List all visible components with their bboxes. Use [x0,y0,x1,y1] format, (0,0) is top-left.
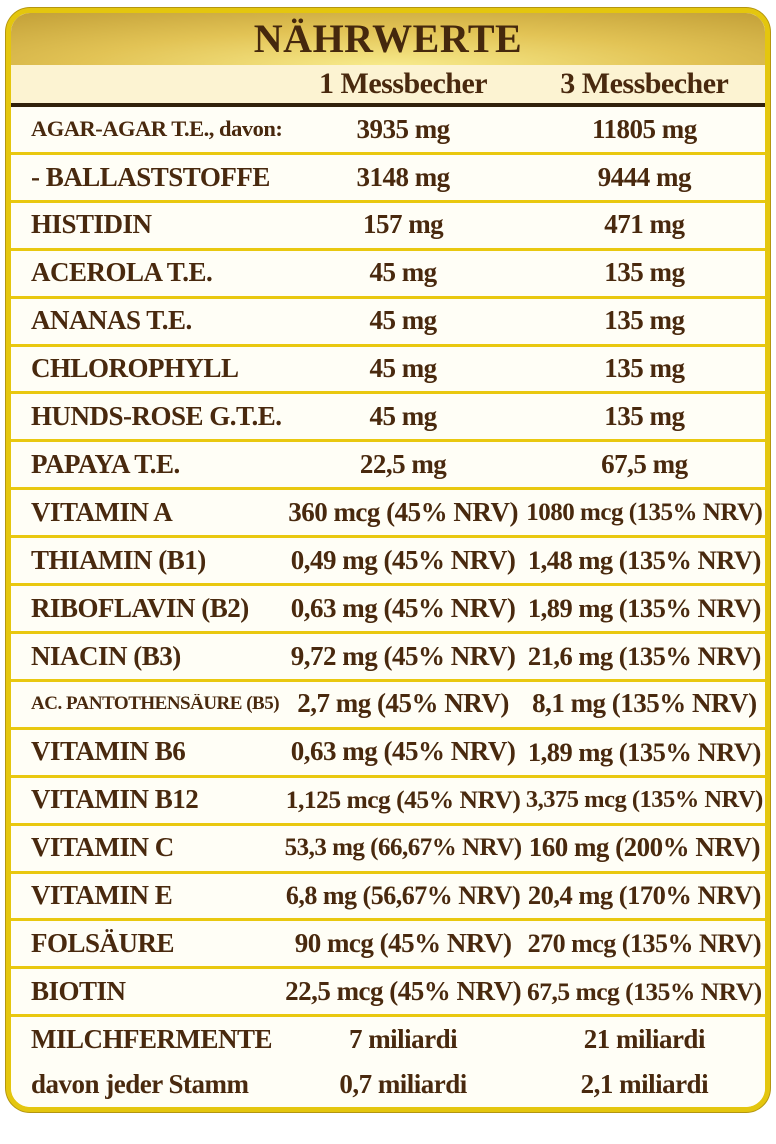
row-value-3-messbecher: 1,48 mg (135% NRV) [527,546,761,576]
row-label: HUNDS-ROSE G.T.E. [31,402,282,432]
row-value-3-messbecher: 21,6 mg (135% NRV) [527,641,761,671]
row-label: NIACIN (B3) [31,641,181,671]
row-label: CHLOROPHYLL [31,354,239,384]
row-label: BIOTIN [31,976,126,1006]
row-value-3-messbecher: 1,89 mg (135% NRV) [527,737,761,767]
row-value-1-messbecher: 22,5 mg [359,449,447,479]
row-value-1-messbecher: 7 miliardi [348,1024,458,1054]
row-label: HISTIDIN [31,210,152,240]
row-value-1-messbecher: 3148 mg [356,162,450,192]
table-row: VITAMIN B6 0,63 mg (45% NRV) 1,89 mg (13… [11,730,765,778]
nutrition-facts-table: NÄHRWERTE 1 Messbecher 3 Messbecher AGAR… [6,8,770,1112]
table-row: VITAMIN B12 1,125 mcg (45% NRV) 3,375 mc… [11,778,765,826]
row-value-1-messbecher: 0,63 mg (45% NRV) [290,737,516,767]
row-value-3-messbecher: 67,5 mcg (135% NRV) [527,977,762,1006]
row-value-3-messbecher: 20,4 mg (170% NRV) [527,881,761,911]
row-label: FOLSÄURE [31,929,175,959]
table-row: VITAMIN E 6,8 mg (56,67% NRV) 20,4 mg (1… [11,874,765,922]
row-value-1-messbecher: 157 mg [362,210,444,240]
row-value-1-messbecher: 0,49 mg (45% NRV) [290,545,516,575]
row-label: VITAMIN E [31,881,173,911]
table-row: PAPAYA T.E. 22,5 mg 67,5 mg [11,442,765,491]
row-label: - BALLASTSTOFFE [31,162,270,192]
table-row: THIAMIN (B1) 0,49 mg (45% NRV) 1,48 mg (… [11,538,765,587]
table-row: FOLSÄURE 90 mcg (45% NRV) 270 mcg (135% … [11,921,765,970]
row-value-1-messbecher: 45 mg [369,354,437,384]
column-header-3-messbecher: 3 Messbecher [560,67,729,100]
table-row: HISTIDIN 157 mg 471 mg [11,203,765,251]
row-value-3-messbecher: 9444 mg [597,162,692,192]
row-value-3-messbecher: 2,1 miliardi [580,1069,709,1099]
table-row: RIBOFLAVIN (B2) 0,63 mg (45% NRV) 1,89 m… [11,586,765,634]
table-row: ACEROLA T.E. 45 mg 135 mg [11,251,765,299]
row-label: AGAR-AGAR T.E., davon: [31,117,283,142]
row-value-1-messbecher: 9,72 mg (45% NRV) [290,641,516,671]
row-value-1-messbecher: 22,5 mcg (45% NRV) [285,976,522,1006]
table-row: BIOTIN 22,5 mcg (45% NRV) 67,5 mcg (135%… [11,969,765,1018]
row-value-3-messbecher: 3,375 mcg (135% NRV) [525,786,763,813]
row-value-3-messbecher: 8,1 mg (135% NRV) [532,689,757,719]
row-label: VITAMIN A [31,497,173,527]
row-label: davon jeder Stamm [31,1069,249,1099]
row-value-1-messbecher: 45 mg [369,258,437,288]
row-value-3-messbecher: 471 mg [604,210,685,240]
row-value-3-messbecher: 135 mg [604,258,685,288]
column-header-row: 1 Messbecher 3 Messbecher [11,65,765,107]
row-value-1-messbecher: 90 mcg (45% NRV) [294,929,512,959]
table-title-band: NÄHRWERTE [11,13,765,65]
row-value-1-messbecher: 45 mg [369,306,437,336]
table-title: NÄHRWERTE [253,16,523,61]
row-value-3-messbecher: 67,5 mg [601,449,688,479]
row-value-1-messbecher: 53,3 mg (66,67% NRV) [284,834,523,862]
row-value-3-messbecher: 1,89 mg (135% NRV) [527,593,761,623]
table-row: davon jeder Stamm 0,7 miliardi 2,1 milia… [11,1062,765,1107]
row-value-1-messbecher: 1,125 mcg (45% NRV) [285,786,521,815]
table-body: AGAR-AGAR T.E., davon: 3935 mg 11805 mg … [11,107,765,1107]
column-header-1-messbecher: 1 Messbecher [319,67,488,100]
row-value-3-messbecher: 21 miliardi [583,1024,706,1054]
table-row: NIACIN (B3) 9,72 mg (45% NRV) 21,6 mg (1… [11,634,765,682]
row-value-1-messbecher: 3935 mg [356,114,450,144]
row-label: VITAMIN B12 [31,785,199,815]
table-row: ANANAS T.E. 45 mg 135 mg [11,299,765,347]
table-row: VITAMIN C 53,3 mg (66,67% NRV) 160 mg (2… [11,826,765,874]
row-label: VITAMIN B6 [31,737,186,767]
row-label: VITAMIN C [31,833,174,863]
table-row: - BALLASTSTOFFE 3148 mg 9444 mg [11,155,765,203]
row-value-1-messbecher: 6,8 mg (56,67% NRV) [285,881,521,910]
row-label: MILCHFERMENTE [31,1024,273,1054]
row-value-3-messbecher: 270 mcg (135% NRV) [527,929,762,958]
row-value-3-messbecher: 11805 mg [591,114,697,144]
row-label: ANANAS T.E. [31,306,192,336]
row-label: RIBOFLAVIN (B2) [31,593,249,623]
table-row: VITAMIN A 360 mcg (45% NRV) 1080 mcg (13… [11,490,765,539]
row-label: PAPAYA T.E. [31,449,180,479]
table-row: AGAR-AGAR T.E., davon: 3935 mg 11805 mg [11,107,765,155]
row-label: THIAMIN (B1) [31,545,206,575]
table-row: MILCHFERMENTE 7 miliardi 21 miliardi [11,1017,765,1062]
row-value-1-messbecher: 2,7 mg (45% NRV) [297,689,509,719]
row-value-3-messbecher: 1080 mcg (135% NRV) [526,498,763,526]
row-value-1-messbecher: 360 mcg (45% NRV) [288,497,518,527]
table-row: HUNDS-ROSE G.T.E. 45 mg 135 mg [11,394,765,443]
row-value-1-messbecher: 45 mg [369,402,437,432]
row-value-1-messbecher: 0,63 mg (45% NRV) [290,593,516,623]
row-value-3-messbecher: 135 mg [604,402,685,432]
table-row: CHLOROPHYLL 45 mg 135 mg [11,347,765,395]
row-value-3-messbecher: 135 mg [604,354,685,384]
row-value-1-messbecher: 0,7 miliardi [339,1069,467,1099]
table-row: AC. PANTOTHENSÄURE (B5) 2,7 mg (45% NRV)… [11,682,765,730]
row-label: ACEROLA T.E. [31,258,213,288]
row-label: AC. PANTOTHENSÄURE (B5) [31,693,280,714]
row-value-3-messbecher: 135 mg [604,306,685,336]
row-value-3-messbecher: 160 mg (200% NRV) [528,833,761,863]
